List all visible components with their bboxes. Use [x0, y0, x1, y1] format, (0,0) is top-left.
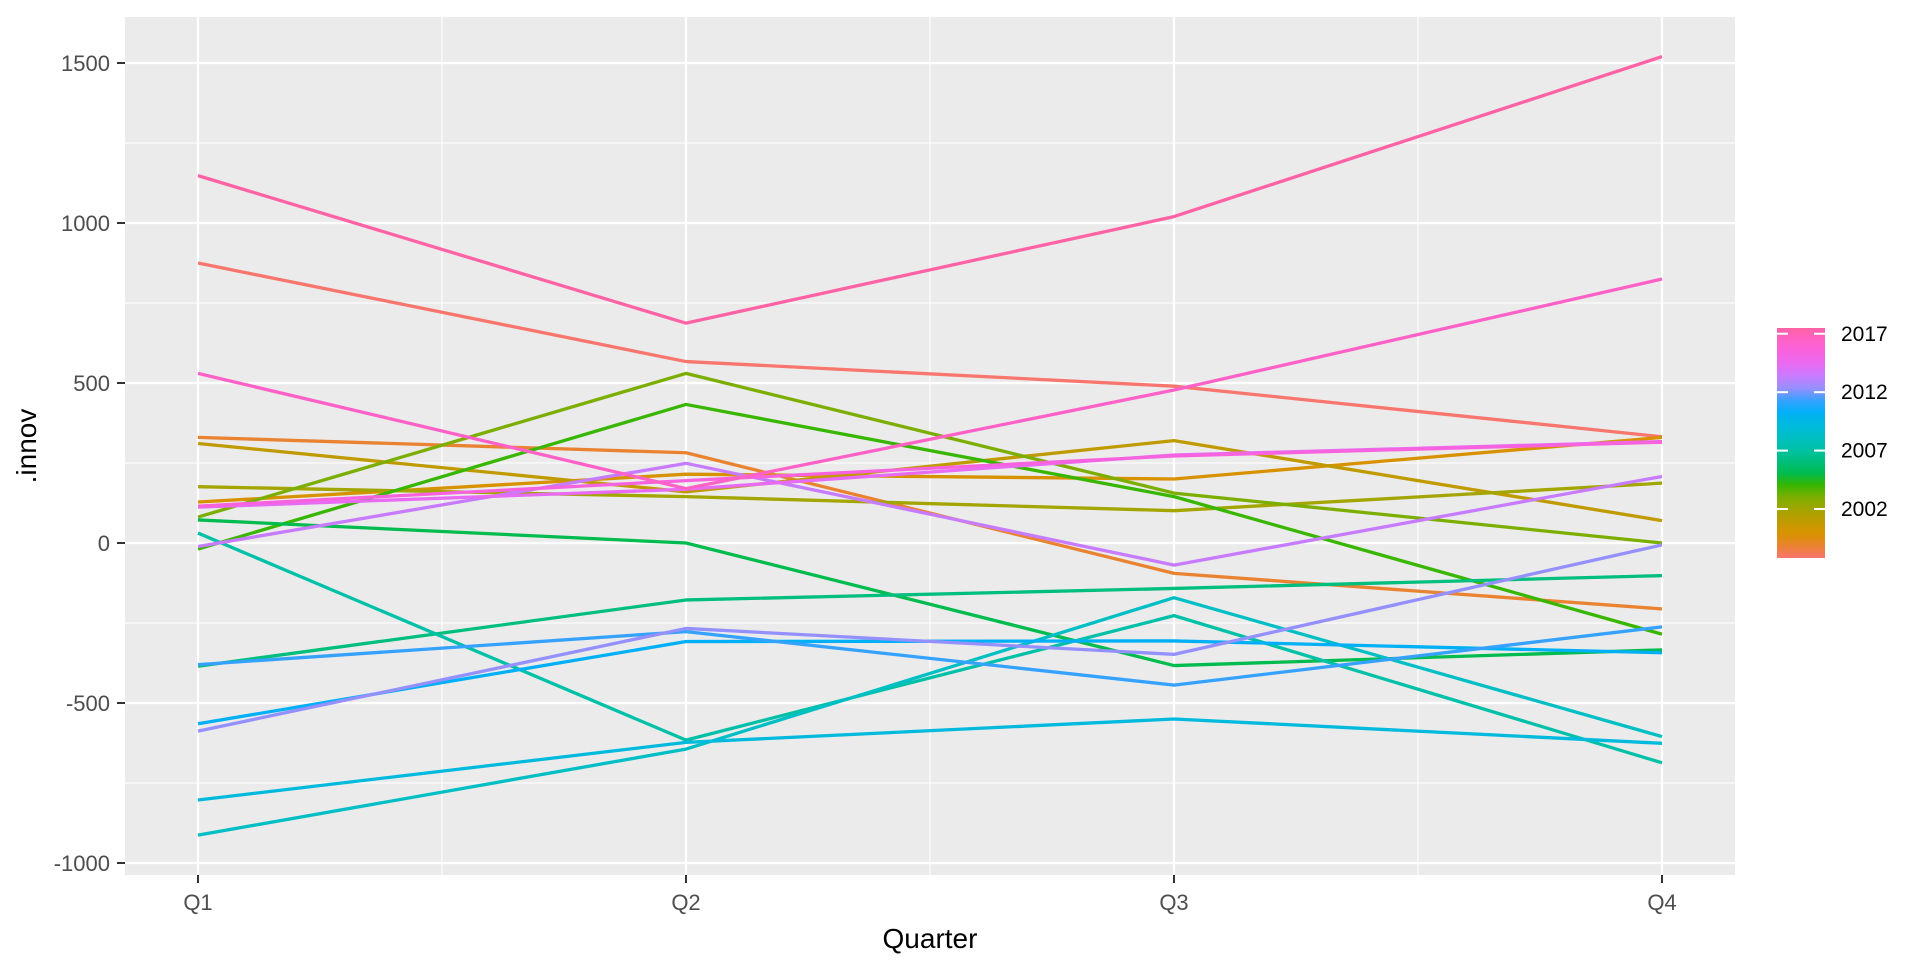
y-axis-tick-label: 1000 [61, 211, 110, 236]
legend-label: 2012 [1841, 381, 1888, 404]
series-line-2007 [197, 531, 1663, 765]
y-axis-tick-label: -1000 [54, 851, 110, 876]
legend-label: 2007 [1841, 440, 1888, 463]
series-line-1998 [197, 261, 1663, 439]
y-axis-tick-label: 0 [98, 531, 110, 556]
series-line-2006 [197, 573, 1663, 668]
legend-label: 2002 [1841, 498, 1888, 521]
y-axis-tick-label: -500 [66, 691, 110, 716]
series-line-2015 [197, 440, 1663, 508]
x-axis-tick-label: Q3 [1159, 890, 1188, 915]
series-line-2005 [197, 518, 1663, 668]
series-lines-group [197, 55, 1663, 837]
series-line-2012 [197, 543, 1663, 733]
legend-colorbar-group: 2017 2012 2007 2002 [1777, 323, 1888, 558]
x-axis-title: Quarter [883, 923, 978, 954]
y-axis-tick-label: 500 [73, 371, 110, 396]
x-axis-tick-label: Q1 [183, 890, 212, 915]
series-line-2000 [197, 435, 1663, 504]
x-axis-tick-label: Q4 [1647, 890, 1676, 915]
y-axis-title: .innov [11, 409, 42, 484]
series-line-2003 [197, 371, 1663, 545]
legend-colorbar [1777, 328, 1825, 558]
series-line-2002 [197, 481, 1663, 513]
series-line-2011 [197, 625, 1663, 687]
series-line-2009 [197, 717, 1663, 802]
series-line-2001 [197, 438, 1663, 523]
y-axis-tick-label: 1500 [61, 51, 110, 76]
series-line-2013 [197, 461, 1663, 567]
series-line-2017 [197, 55, 1663, 325]
series-line-2016 [197, 277, 1663, 491]
series-line-2008 [197, 596, 1663, 837]
legend-label: 2017 [1841, 323, 1888, 346]
axis-ticks-group: -1000 -500 0 500 1000 1500 Q1 Q2 Q3 Q4 [54, 51, 1677, 915]
x-axis-tick-label: Q2 [671, 890, 700, 915]
series-line-2004 [197, 402, 1663, 636]
